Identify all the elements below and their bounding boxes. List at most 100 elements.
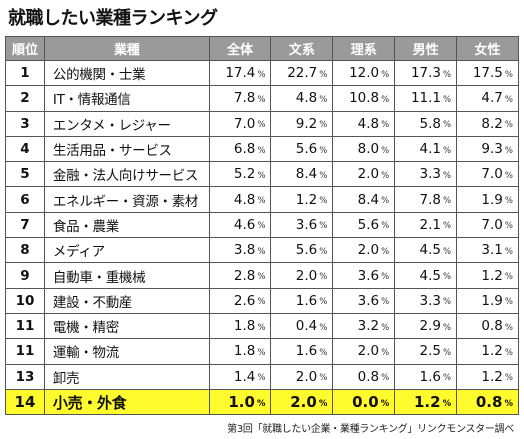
percent-unit: % — [257, 69, 266, 80]
value-number: 0.8 — [357, 368, 380, 385]
percent-unit: % — [319, 69, 328, 80]
value-cell: 1.2% — [395, 389, 458, 416]
value-cell: 2.0% — [271, 263, 334, 289]
value-number: 22.7 — [287, 65, 318, 82]
value-number: 2.9 — [419, 318, 442, 335]
percent-unit: % — [504, 120, 513, 131]
table-row: 13 卸売 1.4% 2.0% 0.8% 1.6% 1.2% — [6, 364, 519, 390]
value-cell: 0.8% — [333, 364, 396, 390]
percent-unit: % — [504, 145, 513, 156]
percent-unit: % — [381, 94, 390, 105]
value-number: 3.6 — [357, 292, 380, 309]
value-cell: 7.8% — [395, 187, 458, 213]
value-number: 1.9 — [481, 292, 503, 309]
value-number: 3.8 — [233, 242, 256, 259]
value-cell: 3.3% — [395, 162, 458, 188]
value-number: 0.0 — [352, 393, 379, 411]
value-cell: 5.2% — [209, 162, 272, 188]
value-cell: 7.8% — [209, 86, 272, 112]
industry-cell: 小売・外食 — [44, 389, 210, 416]
value-number: 12.0 — [349, 65, 380, 82]
percent-unit: % — [257, 347, 266, 358]
percent-unit: % — [381, 322, 390, 333]
value-number: 2.5 — [419, 343, 442, 360]
value-number: 8.4 — [357, 191, 380, 208]
value-number: 5.2 — [233, 166, 256, 183]
value-number: 0.8 — [475, 393, 503, 411]
percent-unit: % — [257, 145, 266, 156]
ranking-table: 順位 業種 全体 文系 理系 男性 女性 1 公的機関・士業 17.4% 22.7% 12.0% 17… — [5, 36, 519, 416]
percent-unit: % — [257, 373, 266, 384]
percent-unit: % — [257, 221, 266, 232]
column-header: 順位 — [6, 37, 45, 61]
value-number: 3.1 — [481, 242, 503, 259]
value-number: 4.1 — [419, 141, 442, 158]
value-number: 2.0 — [295, 368, 318, 385]
rank-cell: 9 — [6, 263, 45, 289]
value-number: 17.3 — [410, 65, 442, 82]
value-cell: 1.0% — [209, 389, 272, 416]
value-cell: 22.7% — [271, 61, 334, 87]
value-cell: 3.3% — [395, 288, 458, 314]
percent-unit: % — [319, 297, 328, 308]
table-row: 11 運輸・物流 1.8% 1.6% 2.0% 2.5% 1.2% — [6, 339, 519, 365]
page-title: 就職したい業種ランキング — [8, 8, 218, 29]
value-number: 8.0 — [357, 141, 380, 158]
value-cell: 3.1% — [457, 238, 519, 264]
value-cell: 0.8% — [457, 313, 519, 340]
industry-cell: 卸売 — [44, 364, 210, 390]
value-cell: 1.2% — [457, 339, 519, 365]
value-number: 1.6 — [419, 368, 442, 385]
rank-cell: 13 — [6, 364, 45, 390]
table-row: 2 IT・情報通信 7.8% 4.8% 10.8% 11.1% 4.7% — [6, 86, 519, 112]
value-cell: 5.6% — [333, 212, 396, 239]
value-cell: 2.0% — [333, 162, 396, 188]
value-number: 1.6 — [295, 343, 318, 360]
percent-unit: % — [443, 196, 452, 207]
rank-cell: 10 — [6, 288, 45, 314]
percent-unit: % — [504, 373, 513, 384]
value-cell: 3.6% — [333, 288, 396, 314]
table-row: 6 エネルギー・資源・素材 4.8% 1.2% 8.4% 7.8% 1.9% — [6, 187, 519, 213]
value-number: 4.8 — [233, 191, 256, 208]
column-header: 理系 — [333, 37, 396, 61]
industry-cell: 金融・法人向けサービス — [44, 162, 210, 188]
percent-unit: % — [443, 94, 452, 105]
value-number: 2.0 — [357, 343, 380, 360]
percent-unit: % — [504, 94, 513, 105]
rank-cell: 7 — [6, 212, 45, 239]
value-cell: 7.0% — [457, 162, 519, 188]
column-header: 女性 — [457, 37, 519, 61]
rank-cell: 11 — [6, 339, 45, 365]
table-header-row: 順位 業種 全体 文系 理系 男性 女性 — [6, 37, 519, 61]
value-cell: 1.6% — [271, 288, 334, 314]
table-row: 11 電機・精密 1.8% 0.4% 3.2% 2.9% 0.8% — [6, 313, 519, 340]
value-cell: 7.0% — [457, 212, 519, 239]
percent-unit: % — [257, 246, 266, 257]
percent-unit: % — [381, 297, 390, 308]
value-cell: 1.6% — [271, 339, 334, 365]
value-cell: 0.4% — [271, 313, 334, 340]
value-cell: 3.2% — [333, 313, 396, 340]
percent-unit: % — [443, 69, 452, 80]
table-row: 10 建設・不動産 2.6% 1.6% 3.6% 3.3% 1.9% — [6, 288, 519, 314]
percent-unit: % — [381, 272, 390, 283]
value-cell: 2.0% — [333, 339, 396, 365]
value-number: 7.8 — [233, 90, 256, 107]
value-number: 17.4 — [225, 65, 256, 82]
value-number: 1.2 — [481, 368, 503, 385]
percent-unit: % — [256, 398, 266, 409]
value-cell: 1.6% — [395, 364, 458, 390]
value-number: 2.1 — [419, 216, 442, 233]
percent-unit: % — [319, 221, 328, 232]
percent-unit: % — [257, 272, 266, 283]
percent-unit: % — [443, 322, 452, 333]
percent-unit: % — [319, 94, 328, 105]
percent-unit: % — [504, 398, 513, 409]
percent-unit: % — [504, 170, 513, 181]
industry-cell: 電機・精密 — [44, 313, 210, 340]
percent-unit: % — [381, 170, 390, 181]
percent-unit: % — [318, 398, 328, 409]
value-cell: 1.2% — [457, 263, 519, 289]
